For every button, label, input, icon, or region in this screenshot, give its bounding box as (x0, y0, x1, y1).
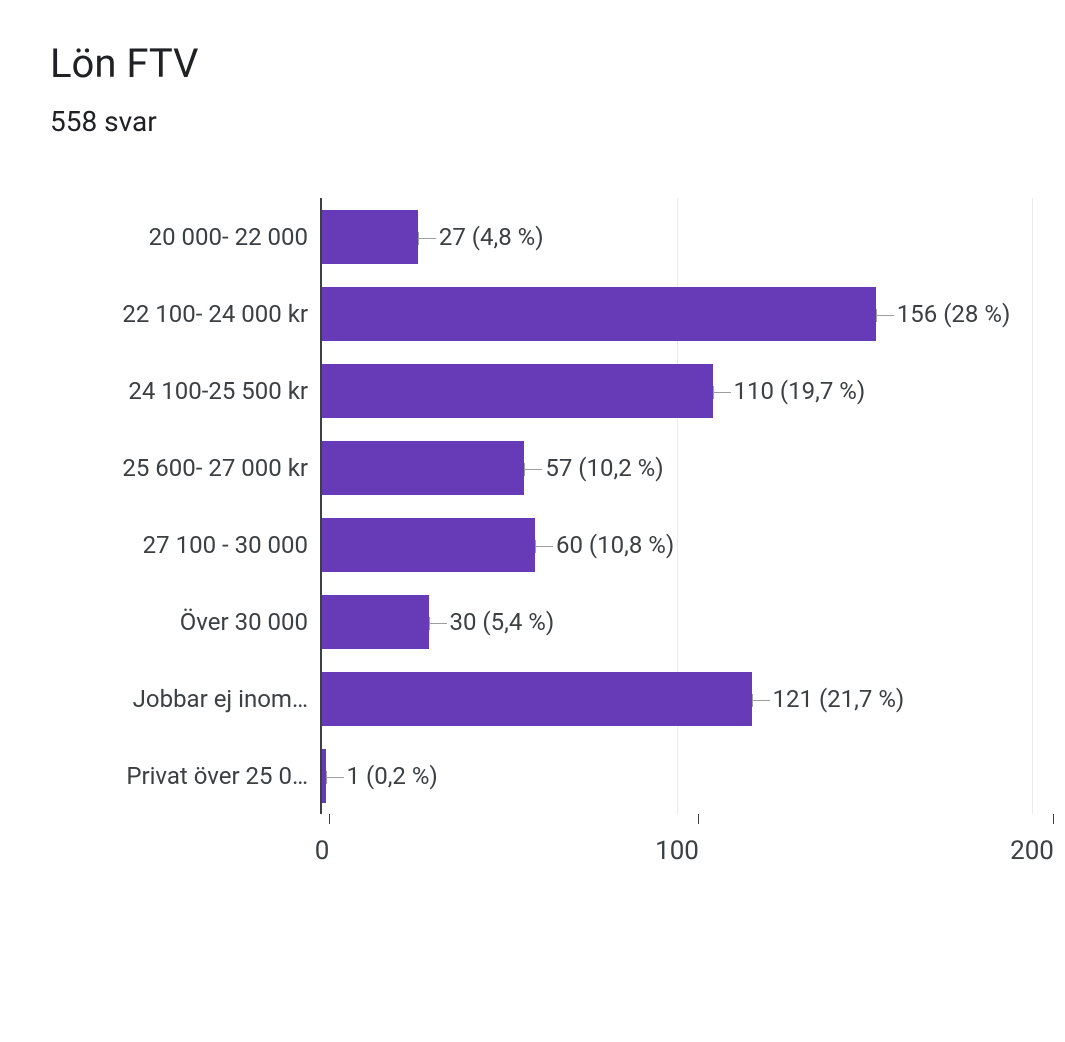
chart-title: Lön FTV (50, 40, 1045, 87)
value-label-text: 1 (0,2 %) (347, 762, 438, 790)
category-label: Privat över 25 0… (50, 737, 320, 814)
bar (322, 595, 429, 649)
x-tick-label: 0 (315, 836, 330, 866)
x-tick-label: 200 (1010, 836, 1054, 866)
value-label-text: 121 (21,7 %) (773, 685, 905, 713)
x-tick-mark (1053, 814, 1054, 824)
value-label: 30 (5,4 %) (429, 608, 555, 636)
value-label: 57 (10,2 %) (524, 454, 663, 482)
x-tick-mark (329, 814, 330, 824)
category-label: 20 000- 22 000 (50, 198, 320, 275)
value-connector (713, 392, 731, 393)
chart-row: 1 (0,2 %) (322, 737, 1030, 814)
value-label: 1 (0,2 %) (326, 762, 438, 790)
category-label: Över 30 000 (50, 583, 320, 660)
chart-row: 27 (4,8 %) (322, 198, 1030, 275)
chart-row: 30 (5,4 %) (322, 583, 1030, 660)
value-label: 27 (4,8 %) (418, 223, 544, 251)
bar (322, 287, 876, 341)
value-label-text: 60 (10,8 %) (556, 531, 674, 559)
category-label: 25 600- 27 000 kr (50, 429, 320, 506)
value-connector (535, 546, 553, 547)
value-label: 110 (19,7 %) (713, 377, 866, 405)
x-tick: 0 (322, 814, 337, 866)
category-label: 22 100- 24 000 kr (50, 275, 320, 352)
value-connector (418, 238, 436, 239)
value-label-text: 27 (4,8 %) (439, 223, 544, 251)
bar (322, 210, 418, 264)
bar (322, 518, 535, 572)
category-label: 24 100-25 500 kr (50, 352, 320, 429)
value-label: 121 (21,7 %) (752, 685, 905, 713)
chart-subtitle: 558 svar (50, 105, 1045, 138)
value-label: 156 (28 %) (876, 300, 1011, 328)
category-label: 27 100 - 30 000 (50, 506, 320, 583)
value-connector (524, 469, 542, 470)
value-label-text: 30 (5,4 %) (450, 608, 555, 636)
x-tick-mark (698, 814, 699, 824)
x-tick: 200 (1032, 814, 1065, 866)
value-connector (326, 777, 344, 778)
chart-row: 57 (10,2 %) (322, 429, 1030, 506)
bar (322, 364, 713, 418)
chart-row: 110 (19,7 %) (322, 352, 1030, 429)
category-label: Jobbar ej inom… (50, 660, 320, 737)
value-connector (752, 700, 770, 701)
bar (322, 672, 752, 726)
value-label-text: 156 (28 %) (897, 300, 1011, 328)
value-label-text: 110 (19,7 %) (734, 377, 866, 405)
x-tick-label: 100 (655, 836, 699, 866)
bar (322, 441, 524, 495)
chart-row: 60 (10,8 %) (322, 506, 1030, 583)
chart-row: 121 (21,7 %) (322, 660, 1030, 737)
chart-container: 27 (4,8 %) 156 (28 %) 110 (19,7 %) 57 (10,2… (50, 198, 1045, 874)
value-label: 60 (10,8 %) (535, 531, 674, 559)
value-connector (429, 623, 447, 624)
value-label-text: 57 (10,2 %) (545, 454, 663, 482)
plot-area: 27 (4,8 %) 156 (28 %) 110 (19,7 %) 57 (10,2… (320, 198, 1030, 814)
value-connector (876, 315, 894, 316)
gridline (1032, 198, 1033, 814)
chart-row: 156 (28 %) (322, 275, 1030, 352)
bars-layer: 27 (4,8 %) 156 (28 %) 110 (19,7 %) 57 (10,2… (322, 198, 1030, 814)
x-tick: 100 (677, 814, 721, 866)
x-axis: 0100200 (50, 814, 1045, 874)
